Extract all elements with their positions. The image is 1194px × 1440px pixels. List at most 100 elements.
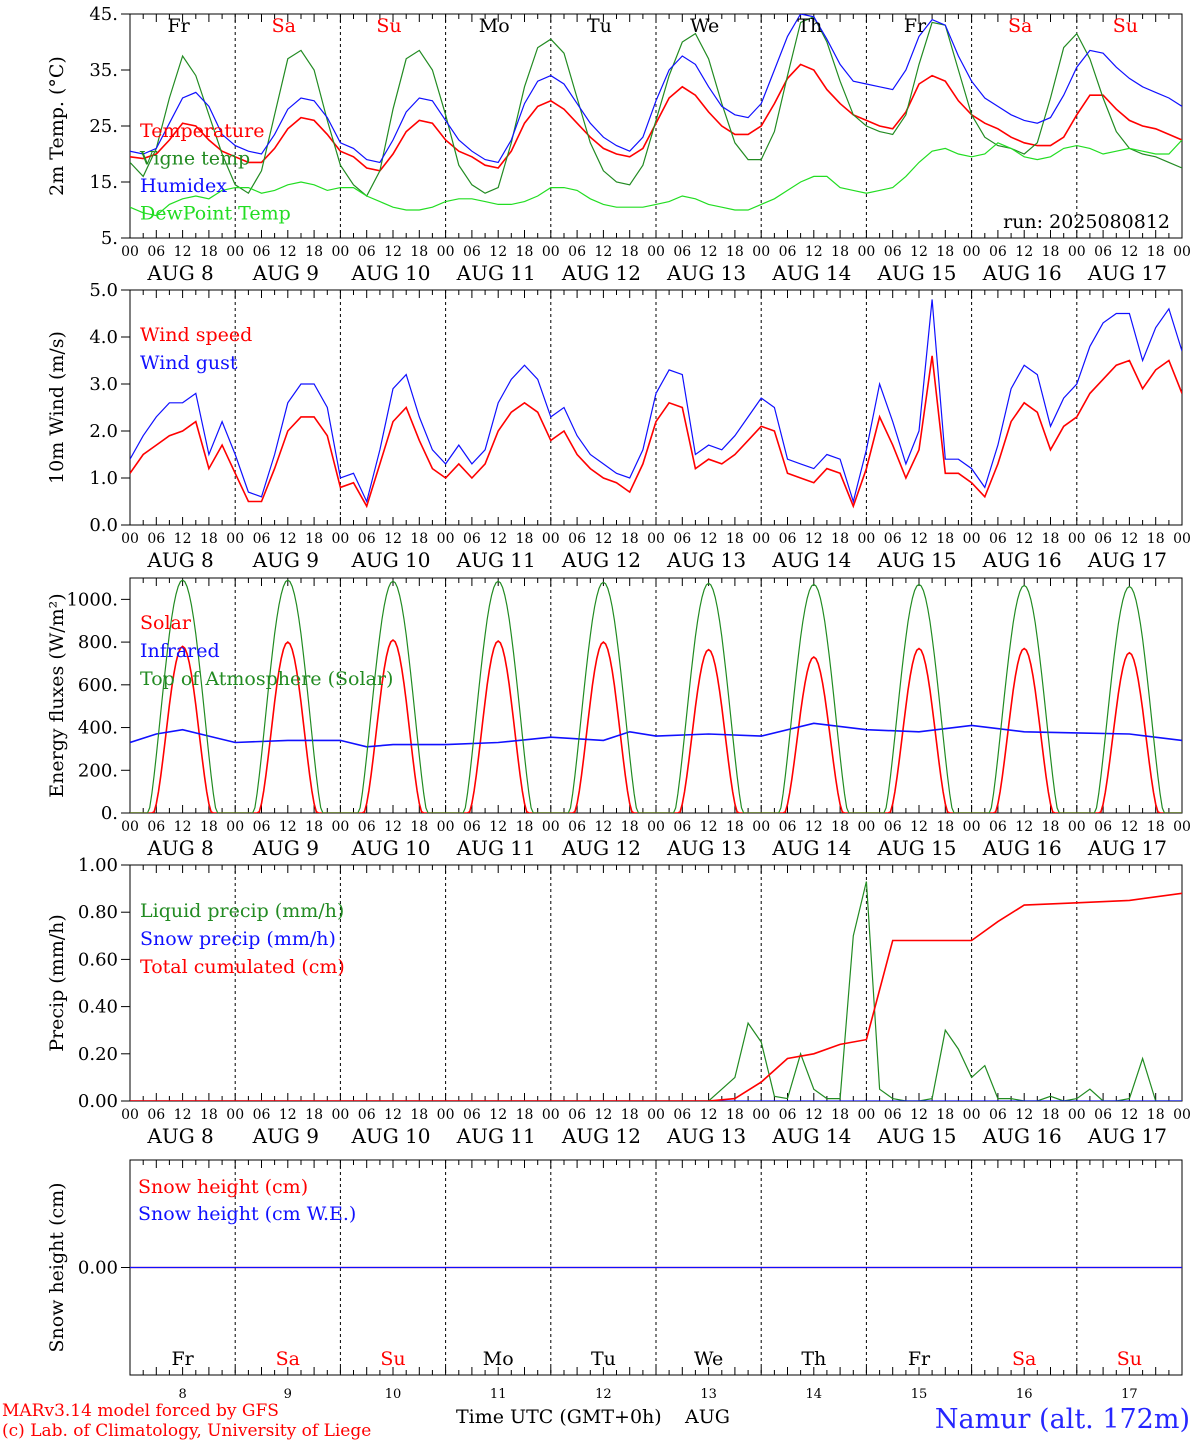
x-date-label: AUG 11	[456, 836, 536, 860]
day-name-label: Tu	[587, 15, 612, 37]
y-tick-label: 0.00	[78, 1258, 118, 1279]
x-hour-label: 00	[226, 819, 244, 835]
x-hour-label: 06	[673, 819, 691, 835]
day-name-labels-bottom: Fr 8 Sa 9 Su 10 Mo 11 Tu 12 We 13 Th 14 Fr 15 Sa 16 Su 17	[171, 1348, 1142, 1402]
x-hour-label: 06	[253, 531, 271, 547]
day-name-label: We	[694, 1348, 723, 1370]
day-name-label: Th	[797, 15, 822, 37]
x-date-label: AUG 13	[666, 548, 746, 572]
x-hour-label: 00	[752, 819, 770, 835]
x-hour-label: 00	[1068, 244, 1086, 260]
x-hour-label: 00	[226, 1107, 244, 1123]
x-hour-label: 06	[1094, 244, 1112, 260]
day-number-label: 12	[595, 1387, 612, 1402]
x-hour-label: 06	[358, 244, 376, 260]
x-hour-label: 18	[200, 1107, 218, 1123]
x-hour-label: 06	[989, 531, 1007, 547]
x-hour-label: 00	[1173, 819, 1191, 835]
x-date-label: AUG 17	[1087, 1124, 1167, 1148]
x-hour-labels: 00 06 12 18 00 06 12 18 00 06 12 18 00 06 12 18 00 06 12 18…	[121, 531, 1191, 547]
run-annotation: run: 2025080812	[1003, 211, 1170, 233]
x-hour-label: 06	[989, 244, 1007, 260]
x-hour-label: 18	[410, 531, 428, 547]
series-line-temperature	[130, 63, 1182, 172]
legend-entry: Vigne temp	[139, 148, 250, 170]
y-tick-label: 45.	[89, 4, 118, 25]
x-hour-label: 06	[253, 819, 271, 835]
x-date-label: AUG 8	[146, 836, 213, 860]
day-name-label: Th	[801, 1348, 826, 1370]
day-number-label: 10	[385, 1387, 402, 1402]
x-hour-label: 18	[726, 531, 744, 547]
x-hour-label: 00	[437, 819, 455, 835]
x-hour-label: 06	[884, 819, 902, 835]
y-tick-label: 5.0	[89, 280, 118, 301]
legend-entry: Total cumulated (cm)	[140, 956, 345, 978]
x-hour-label: 12	[279, 1107, 297, 1123]
x-hour-label: 18	[410, 1107, 428, 1123]
x-hour-label: 00	[647, 244, 665, 260]
x-date-label: AUG 15	[876, 836, 956, 860]
x-hour-label: 12	[700, 244, 718, 260]
x-date-label: AUG 11	[456, 261, 536, 285]
y-tick-label: 0.40	[78, 997, 118, 1018]
x-hour-label: 12	[489, 1107, 507, 1123]
y-tick-label: 0.00	[78, 1091, 118, 1112]
x-hour-label: 12	[174, 244, 192, 260]
legend-entry: Snow height (cm W.E.)	[138, 1203, 356, 1225]
x-hour-label: 00	[437, 531, 455, 547]
x-hour-labels: 00 06 12 18 00 06 12 18 00 06 12 18 00 06 12 18 00 06 12 18…	[121, 1107, 1191, 1123]
x-date-label: AUG 17	[1087, 836, 1167, 860]
x-hour-label: 18	[1042, 1107, 1060, 1123]
day-name-labels-top: Fr Sa Su Mo Tu We Th Fr Sa Su	[167, 15, 1138, 37]
x-date-label: AUG 17	[1087, 261, 1167, 285]
x-date-label: AUG 16	[982, 261, 1062, 285]
legend-entry: Wind gust	[140, 352, 238, 374]
x-hour-label: 18	[936, 819, 954, 835]
x-hour-label: 00	[647, 819, 665, 835]
time-ticks	[129, 14, 1183, 238]
x-date-label: AUG 16	[982, 548, 1062, 572]
x-hour-label: 18	[1147, 244, 1165, 260]
x-hour-label: 00	[331, 531, 349, 547]
x-hour-label: 00	[121, 1107, 139, 1123]
x-date-label: AUG 15	[876, 548, 956, 572]
x-hour-label: 00	[437, 1107, 455, 1123]
day-number-label: 9	[284, 1387, 292, 1402]
x-hour-label: 12	[174, 819, 192, 835]
panel-1: 0.0 1.0 2.0 3.0 4.0 5.0 10m Wind (m/s) 00 06 12 18…	[46, 280, 1191, 572]
panel-2: 0. 200. 400. 600. 800. 1000.Energy fluxes (W/…	[46, 577, 1191, 860]
x-hour-label: 18	[1147, 819, 1165, 835]
x-hour-label: 06	[779, 244, 797, 260]
series-line-wind-speed	[130, 355, 1182, 509]
x-hour-label: 12	[489, 819, 507, 835]
x-hour-label: 18	[1147, 1107, 1165, 1123]
x-hour-label: 00	[542, 531, 560, 547]
y-tick-label: 2.0	[89, 421, 118, 442]
x-hour-label: 12	[805, 819, 823, 835]
x-hour-label: 12	[910, 244, 928, 260]
series-line-total-cumulated-cm	[130, 892, 1182, 1101]
x-date-label: AUG 14	[771, 261, 851, 285]
y-tick-label: 1.0	[89, 468, 118, 489]
x-hour-label: 00	[857, 244, 875, 260]
x-hour-label: 18	[621, 819, 639, 835]
y-tick-label: 200.	[78, 760, 118, 781]
day-number-label: 11	[490, 1387, 507, 1402]
x-hour-label: 06	[884, 244, 902, 260]
x-hour-label: 00	[752, 244, 770, 260]
x-hour-label: 12	[279, 819, 297, 835]
x-hour-label: 12	[700, 819, 718, 835]
x-hour-label: 12	[805, 244, 823, 260]
legend-entry: Snow height (cm)	[138, 1176, 308, 1198]
x-hour-label: 12	[1015, 819, 1033, 835]
day-number-label: 14	[806, 1387, 823, 1402]
x-hour-label: 06	[1094, 1107, 1112, 1123]
x-date-label: AUG 15	[876, 1124, 956, 1148]
x-hour-label: 12	[700, 1107, 718, 1123]
x-date-label: AUG 12	[561, 548, 641, 572]
day-name-label: Sa	[276, 1348, 300, 1370]
x-hour-label: 00	[121, 244, 139, 260]
day-number-label: 13	[700, 1387, 717, 1402]
